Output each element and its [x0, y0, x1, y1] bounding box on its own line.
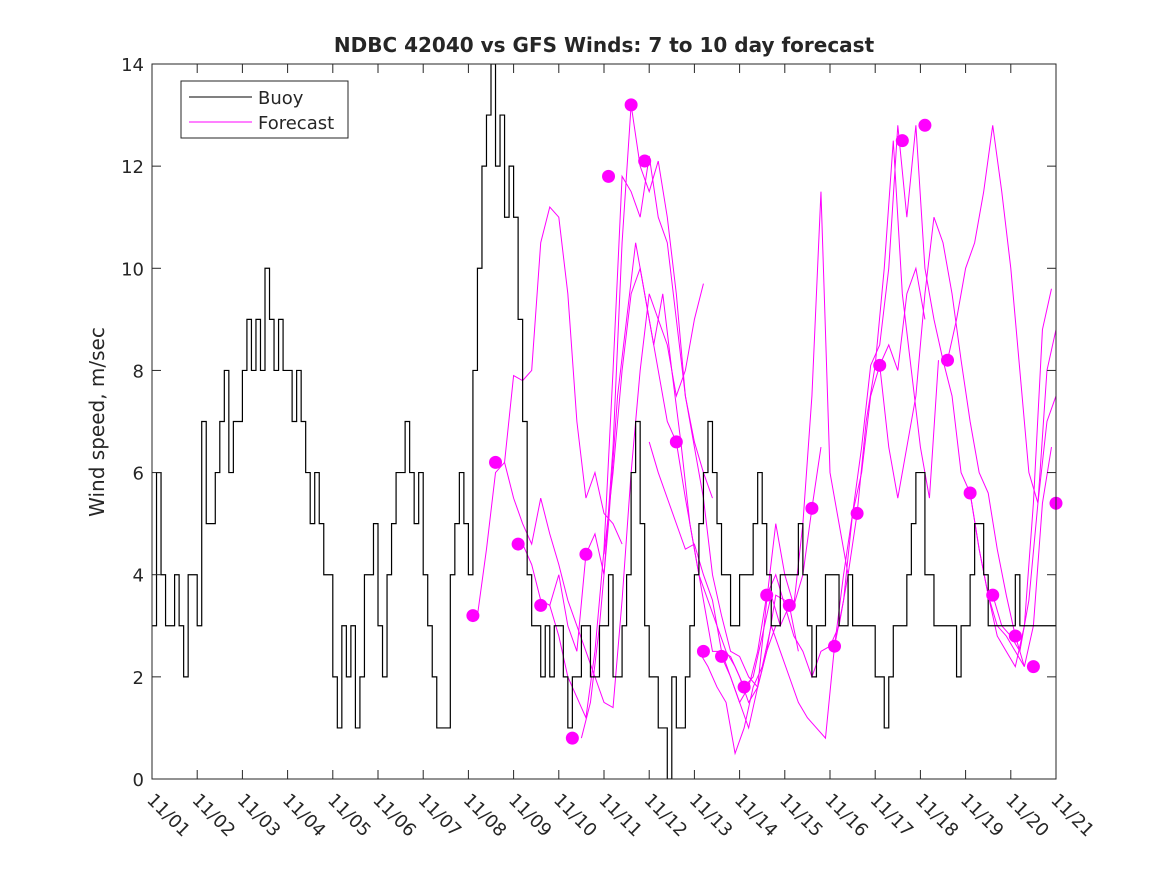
forecast-marker: [918, 118, 932, 132]
forecast-line: [522, 104, 713, 652]
forecast-marker: [534, 598, 548, 612]
buoy-series-group: [152, 64, 1056, 779]
forecast-marker: [511, 537, 525, 551]
chart-title: NDBC 42040 vs GFS Winds: 7 to 10 day for…: [334, 33, 875, 57]
forecast-marker: [565, 731, 579, 745]
forecast-marker: [805, 501, 819, 515]
y-axis-label: Wind speed, m/sec: [85, 327, 109, 517]
buoy-line: [152, 64, 1056, 779]
y-tick-label: 0: [133, 770, 144, 791]
forecast-marker: [986, 588, 1000, 602]
y-tick-label: 4: [133, 566, 144, 587]
y-tick-label: 2: [133, 668, 144, 689]
forecast-marker: [624, 98, 638, 112]
forecast-marker: [715, 649, 729, 663]
forecast-marker: [696, 644, 710, 658]
forecast-line: [648, 191, 849, 704]
forecast-line: [698, 266, 926, 756]
forecast-marker: [895, 134, 909, 148]
forecast-marker: [638, 154, 652, 168]
forecast-line: [549, 155, 777, 720]
axes-background: [152, 64, 1056, 779]
y-tick-label: 14: [121, 55, 144, 76]
forecast-marker: [873, 358, 887, 372]
forecast-marker: [941, 353, 955, 367]
forecast-marker: [466, 609, 480, 623]
forecast-marker: [1008, 629, 1022, 643]
forecast-marker: [782, 598, 796, 612]
forecast-marker: [760, 588, 774, 602]
legend-box: [180, 80, 349, 139]
y-tick-label: 10: [121, 259, 144, 280]
forecast-marker: [850, 506, 864, 520]
forecast-marker: [579, 547, 593, 561]
y-axis: 0 2 4 6 8 10 12 14: [121, 55, 1056, 791]
y-tick-label: 12: [121, 157, 144, 178]
legend: Buoy Forecast: [180, 80, 349, 139]
y-tick-label: 8: [133, 361, 144, 382]
forecast-line: [504, 205, 623, 545]
forecast-marker: [828, 639, 842, 653]
forecast-marker: [963, 486, 977, 500]
forecast-line: [879, 217, 1052, 667]
forecast-line: [603, 266, 822, 730]
forecast-markers-group: [466, 98, 1063, 745]
forecast-marker: [602, 169, 616, 183]
y-tick-label: 6: [133, 464, 144, 485]
legend-buoy-label: Buoy: [258, 88, 304, 109]
legend-forecast-label: Forecast: [258, 113, 334, 134]
forecast-marker: [1026, 660, 1040, 674]
forecast-line: [834, 125, 1025, 667]
forecast-marker: [489, 455, 503, 469]
forecast-marker: [737, 680, 751, 694]
forecast-marker: [669, 435, 683, 449]
